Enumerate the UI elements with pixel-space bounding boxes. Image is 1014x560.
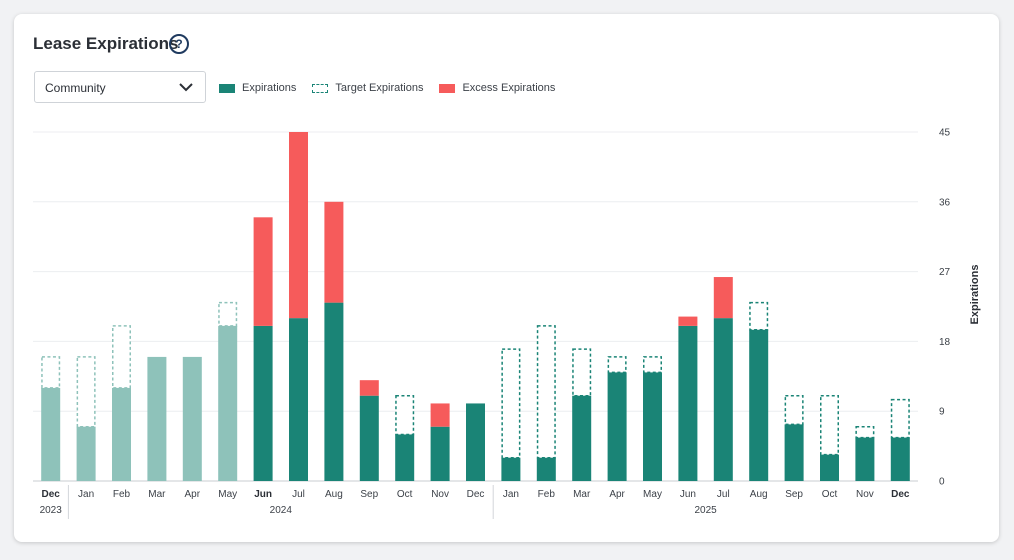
excess-bar	[324, 201, 344, 303]
y-tick-label: 36	[939, 197, 951, 208]
legend-swatch-target	[312, 83, 329, 93]
expirations-bar	[607, 372, 627, 481]
x-tick-label: Jun	[254, 489, 272, 500]
expirations-bar	[76, 426, 96, 481]
legend-item-excess[interactable]: Excess Expirations	[439, 82, 555, 94]
help-icon[interactable]: ?	[169, 34, 189, 54]
target-bar	[855, 425, 875, 439]
expirations-bar	[218, 325, 238, 481]
target-bar	[890, 398, 910, 439]
x-tick-label: May	[643, 489, 662, 500]
legend-label-target: Target Expirations	[335, 82, 424, 94]
expirations-bar	[820, 454, 839, 481]
target-bar	[607, 356, 627, 374]
expirations-bar	[855, 437, 875, 481]
excess-bar	[359, 380, 379, 396]
x-tick-label: Mar	[573, 489, 591, 500]
x-tick-label: Jul	[717, 489, 730, 500]
x-tick-label: Jan	[503, 489, 519, 500]
target-bar	[749, 301, 769, 331]
target-bar	[784, 394, 804, 426]
y-tick-label: 27	[939, 267, 951, 278]
expirations-bar	[430, 426, 450, 481]
target-bar	[536, 325, 556, 459]
expirations-bar	[253, 325, 273, 481]
target-bar	[395, 394, 415, 436]
target-bar	[820, 394, 839, 456]
y-tick-label: 18	[939, 337, 951, 348]
legend-item-expirations[interactable]: Expirations	[219, 82, 296, 94]
target-bar	[112, 325, 131, 389]
x-tick-label: Feb	[113, 489, 131, 500]
x-tick-label: Oct	[822, 489, 838, 500]
expirations-bar	[643, 372, 662, 481]
community-select[interactable]: Community	[34, 71, 206, 103]
x-tick-label: Sep	[785, 489, 803, 500]
y-tick-label: 45	[939, 128, 951, 139]
x-tick-label: Dec	[42, 489, 61, 500]
expirations-bar	[466, 403, 485, 481]
x-tick-label: Mar	[148, 489, 166, 500]
target-bar	[41, 356, 61, 389]
x-tick-label: Apr	[609, 489, 625, 500]
expirations-bar	[572, 395, 592, 481]
excess-bar	[713, 277, 733, 319]
x-tick-label: Aug	[325, 489, 343, 500]
x-tick-label: Jul	[292, 489, 305, 500]
expirations-bar	[678, 325, 698, 481]
excess-bar	[253, 217, 273, 326]
expirations-bar	[749, 329, 769, 481]
card-title: Lease Expirations	[33, 34, 179, 53]
y-axis-title: Expirations	[969, 265, 981, 325]
legend-swatch-expirations	[219, 83, 235, 93]
year-label: 2025	[694, 505, 717, 516]
chart-legend: Expirations Target Expirations Excess Ex…	[219, 82, 571, 94]
x-tick-label: Dec	[467, 489, 485, 500]
expirations-bar	[41, 387, 61, 481]
excess-bar	[289, 132, 308, 319]
legend-swatch-excess	[439, 83, 456, 93]
excess-bar	[678, 316, 698, 326]
lease-expirations-card: Lease Expirations ? Community Expiration…	[14, 14, 999, 542]
x-tick-label: May	[218, 489, 237, 500]
legend-item-target[interactable]: Target Expirations	[312, 82, 423, 94]
legend-label-excess: Excess Expirations	[462, 82, 556, 94]
x-tick-label: Aug	[750, 489, 768, 500]
expirations-bar	[713, 318, 733, 481]
target-bar	[218, 301, 238, 327]
expirations-bar	[501, 457, 521, 481]
expirations-bar	[536, 457, 556, 481]
x-tick-label: Jun	[680, 489, 696, 500]
expirations-bar	[289, 318, 308, 481]
expirations-bar	[112, 387, 131, 481]
x-tick-label: Apr	[185, 489, 201, 500]
expirations-bar	[784, 424, 804, 481]
x-tick-label: Dec	[891, 489, 910, 500]
x-tick-label: Nov	[856, 489, 874, 500]
expirations-bar	[182, 356, 202, 481]
legend-label-expirations: Expirations	[242, 82, 297, 94]
community-select-value: Community	[45, 81, 106, 95]
year-label: 2024	[270, 505, 293, 516]
x-tick-label: Sep	[360, 489, 378, 500]
lease-expirations-chart: 0 9 18 27 36 45 Expirations Dec Jan Feb Mar Apr May J…	[33, 128, 981, 519]
target-bar	[76, 356, 96, 428]
excess-bar	[430, 403, 450, 427]
chevron-down-icon	[179, 83, 193, 92]
y-tick-label: 9	[939, 407, 945, 418]
y-tick-label: 0	[939, 477, 945, 488]
expirations-bar	[147, 356, 167, 481]
x-tick-label: Jan	[78, 489, 94, 500]
expirations-bar	[324, 302, 344, 481]
target-bar	[643, 356, 662, 374]
expirations-bar	[359, 395, 379, 481]
x-tick-label: Oct	[397, 489, 413, 500]
target-bar	[572, 348, 592, 397]
expirations-bar	[890, 437, 910, 481]
target-bar	[501, 348, 521, 459]
x-tick-label: Nov	[431, 489, 449, 500]
expirations-bar	[395, 434, 415, 481]
x-tick-label: Feb	[538, 489, 556, 500]
year-label: 2023	[40, 505, 63, 516]
